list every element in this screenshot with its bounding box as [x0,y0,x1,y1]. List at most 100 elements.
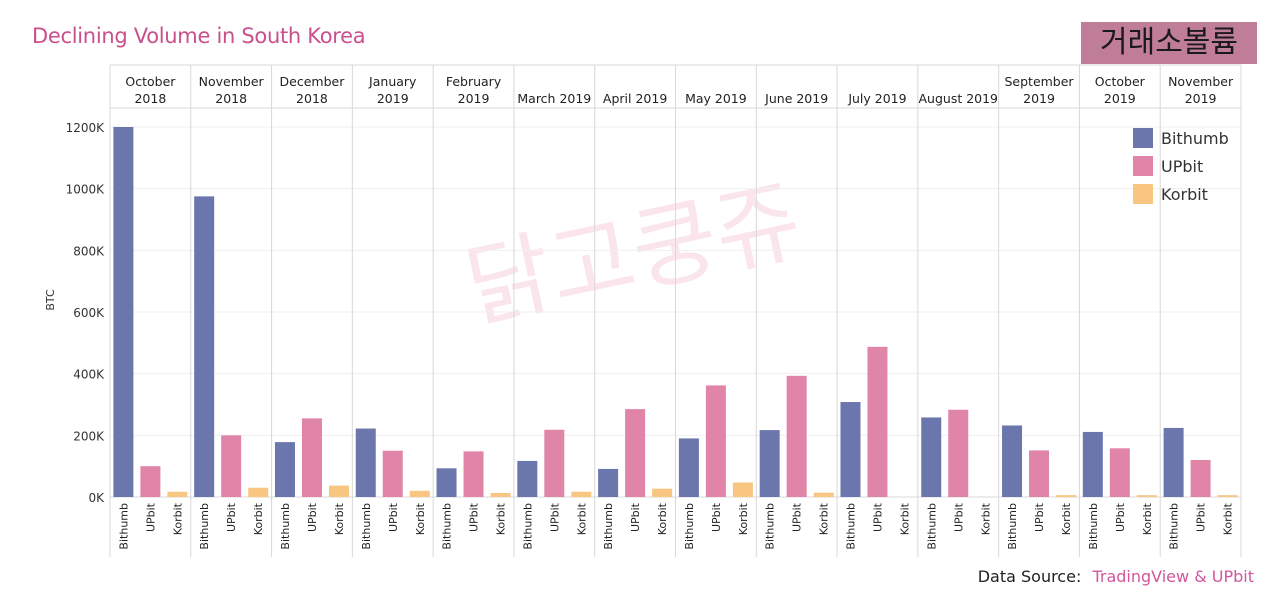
data-source: Data Source: TradingView & UPbit [978,567,1254,586]
bar-upbit [705,385,726,497]
bar-bithumb [274,442,295,497]
column-header-label: June 2019 [764,91,828,106]
bar-upbit [786,375,807,497]
x-tick-label: UPbit [1195,502,1208,532]
column-header-label: April 2019 [603,91,667,106]
data-source-link[interactable]: TradingView & UPbit [1092,567,1254,586]
watermark-text: 닭고쿵쥬 [457,167,810,342]
column-header-label: December [280,74,346,89]
column-header-label: August 2019 [918,91,998,106]
x-tick-label: UPbit [144,502,157,532]
y-axis-label: BTC [44,289,57,311]
x-tick-label: UPbit [952,502,965,532]
x-tick-label: Bithumb [764,503,777,550]
x-tick-label: Bithumb [925,503,938,550]
column-header-label: March 2019 [517,91,591,106]
column-header-label: 2019 [377,91,409,106]
bar-korbit [732,482,753,497]
x-tick-label: Korbit [1222,502,1235,535]
bar-korbit [490,492,511,497]
legend: Bithumb UPbit Korbit [1133,124,1229,208]
x-tick-label: UPbit [225,502,238,532]
column-header-label: 2018 [296,91,328,106]
bar-upbit [382,450,403,497]
x-tick-label: UPbit [629,502,642,532]
x-tick-label: Korbit [495,502,508,535]
bar-bithumb [1002,425,1023,497]
y-tick-label: 600K [73,306,105,320]
bar-korbit [248,487,269,497]
column-header-label: November [199,74,265,89]
x-tick-label: Korbit [333,502,346,535]
legend-item-upbit[interactable]: UPbit [1133,152,1229,180]
x-tick-label: UPbit [871,502,884,532]
column-header-label: November [1168,74,1234,89]
bar-bithumb [113,127,134,497]
legend-label-bithumb: Bithumb [1161,128,1229,148]
column-header-label: February [446,74,502,89]
x-tick-label: Korbit [1141,502,1154,535]
bar-bithumb [1082,431,1103,497]
x-tick-label: Bithumb [360,503,373,550]
legend-swatch-upbit [1133,156,1153,176]
legend-item-korbit[interactable]: Korbit [1133,180,1229,208]
bar-korbit [652,488,673,497]
column-header-label: October [125,74,176,89]
column-header-label: 2019 [458,91,490,106]
y-tick-label: 200K [73,429,105,443]
x-tick-label: UPbit [1114,502,1127,532]
x-tick-label: UPbit [387,502,400,532]
bar-upbit [1029,450,1050,497]
bar-korbit [328,485,349,497]
bar-upbit [867,346,888,497]
x-tick-label: Bithumb [844,503,857,550]
y-tick-label: 0K [88,491,105,505]
bar-korbit [167,491,188,497]
bar-korbit [813,492,834,497]
chart-title: Declining Volume in South Korea [32,24,366,48]
x-tick-label: UPbit [306,502,319,532]
x-tick-label: UPbit [710,502,723,532]
bar-upbit [301,418,322,497]
bar-korbit [1217,495,1238,497]
bar-korbit [571,491,592,497]
x-tick-label: Bithumb [1087,503,1100,550]
x-tick-label: UPbit [548,502,561,532]
bar-bithumb [436,468,457,497]
bar-korbit [409,490,430,497]
column-header-label: October [1095,74,1146,89]
x-tick-label: Bithumb [602,503,615,550]
x-tick-label: Bithumb [198,503,211,550]
column-header-label: 2019 [1023,91,1055,106]
column-header-label: 2018 [215,91,247,106]
x-tick-label: UPbit [1033,502,1046,532]
bar-upbit [625,409,646,497]
x-tick-label: Korbit [1060,502,1073,535]
bar-upbit [140,466,161,497]
x-tick-label: Korbit [252,502,265,535]
bar-bithumb [194,196,215,497]
column-header-label: May 2019 [685,91,747,106]
exchange-volume-badge: 거래소볼륨 [1081,22,1257,64]
x-tick-label: Korbit [414,502,427,535]
bar-bithumb [759,430,780,497]
y-tick-label: 400K [73,368,105,382]
bar-bithumb [598,468,619,497]
legend-item-bithumb[interactable]: Bithumb [1133,124,1229,152]
column-header-label: January [368,74,417,89]
bar-bithumb [840,402,861,497]
bar-upbit [1190,460,1211,497]
bar-korbit [1136,495,1157,497]
bar-upbit [221,435,242,497]
legend-swatch-korbit [1133,184,1153,204]
x-tick-label: Bithumb [683,503,696,550]
bar-upbit [463,451,484,497]
data-source-label: Data Source: [977,567,1082,586]
x-tick-label: Bithumb [441,503,454,550]
legend-swatch-bithumb [1133,128,1153,148]
y-tick-label: 1000K [66,183,106,197]
x-tick-label: Bithumb [1168,503,1181,550]
column-header-label: 2019 [1104,91,1136,106]
x-tick-label: Korbit [171,502,184,535]
